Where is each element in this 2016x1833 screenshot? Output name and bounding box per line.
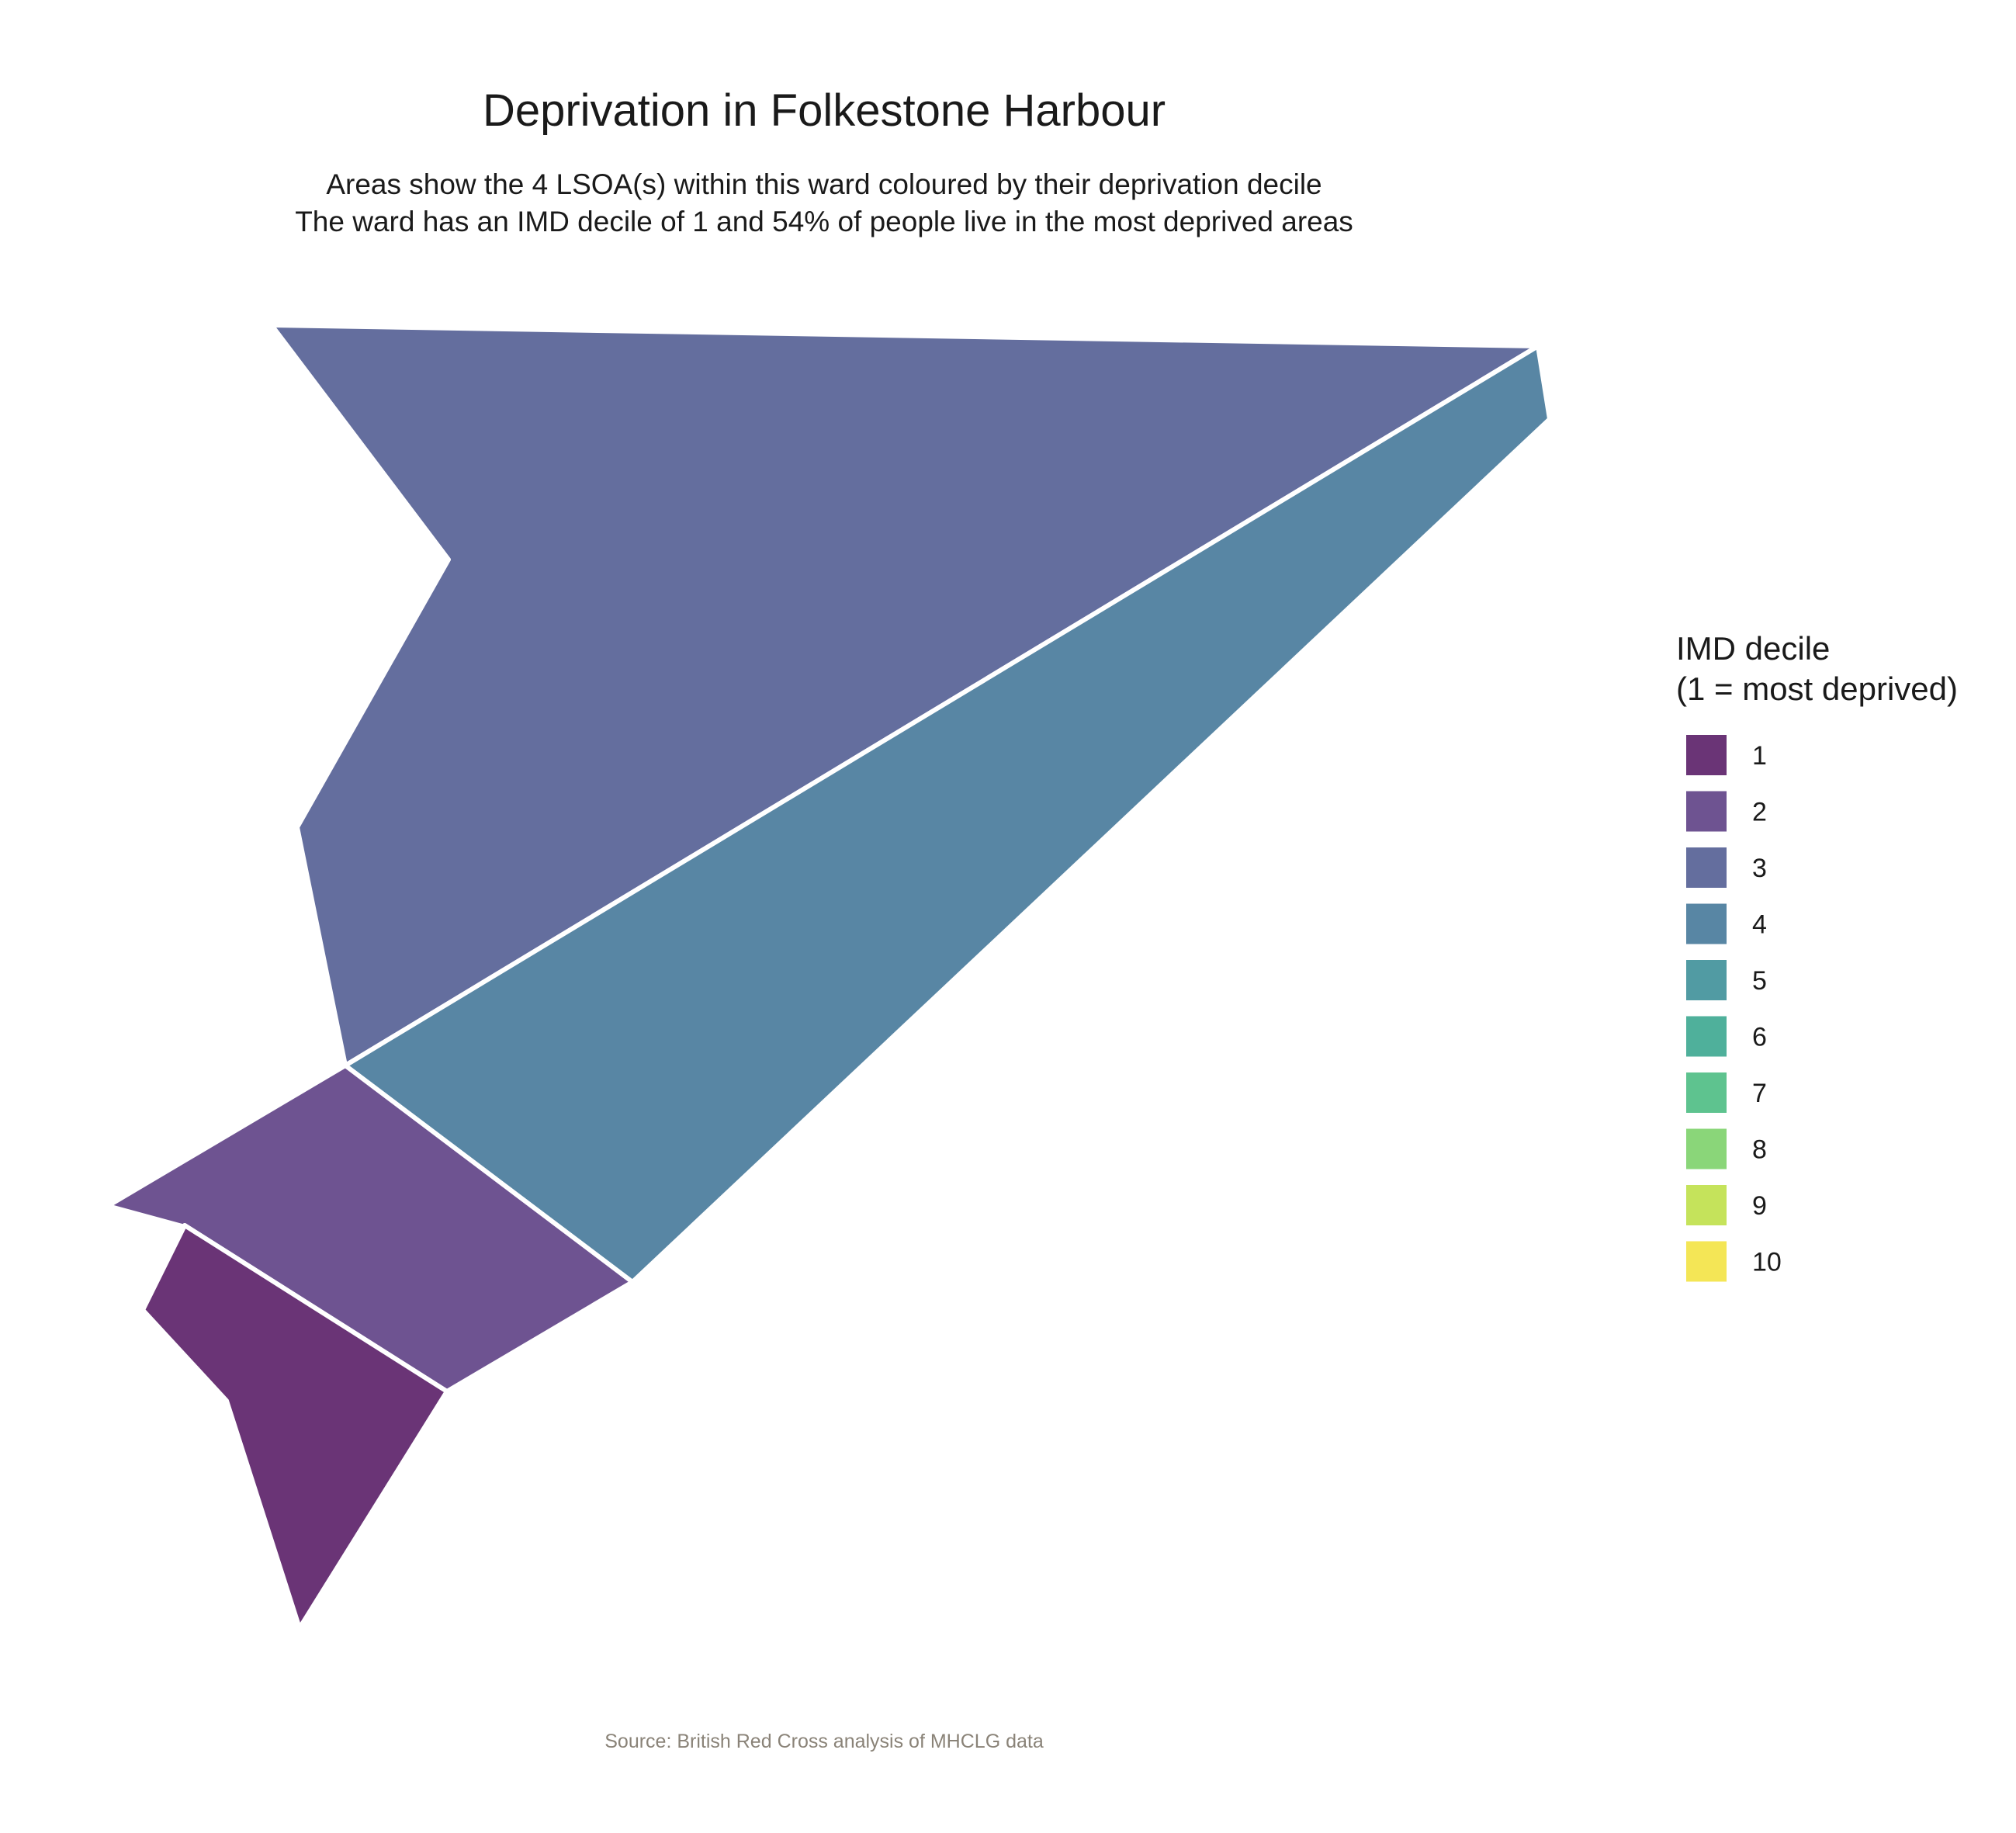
legend-swatch-5 [1686,960,1727,1000]
legend-swatch-9 [1686,1185,1727,1225]
legend-swatch-6 [1686,1016,1727,1057]
map-areas [106,323,1552,1630]
legend-swatch-10 [1686,1241,1727,1282]
legend-swatch-4 [1686,903,1727,944]
legend-title-line-2: (1 = most deprived) [1676,670,1958,707]
legend-swatch-8 [1686,1128,1727,1169]
legend-label-7: 7 [1752,1079,1767,1108]
legend-label-3: 3 [1752,854,1767,883]
map-subtitle-line-1: Areas show the 4 LSOA(s) within this war… [326,168,1321,200]
legend-label-10: 10 [1752,1248,1782,1277]
legend-label-8: 8 [1752,1135,1767,1165]
legend-label-9: 9 [1752,1191,1767,1221]
legend-label-2: 2 [1752,798,1767,827]
legend-label-5: 5 [1752,966,1767,996]
legend-swatch-1 [1686,735,1727,775]
legend-label-6: 6 [1752,1023,1767,1052]
legend: IMD decile (1 = most deprived) 1 2 3 4 5 6 7 8 9… [1676,630,1958,1282]
legend-label-4: 4 [1752,910,1767,940]
map-title: Deprivation in Folkestone Harbour [483,85,1166,136]
legend-swatch-2 [1686,791,1727,832]
lsoa-area-decile-1[interactable] [140,1223,449,1630]
lsoa-area-decile-3[interactable] [269,323,1540,1068]
legend-label-1: 1 [1752,741,1767,771]
map-caption: Source: British Red Cross analysis of MH… [604,1731,1044,1752]
legend-swatch-7 [1686,1072,1727,1113]
legend-swatch-3 [1686,847,1727,888]
legend-title-line-1: IMD decile [1676,630,1830,667]
legend-items: 1 2 3 4 5 6 7 8 9 10 [1686,735,1782,1282]
map-subtitle-line-2: The ward has an IMD decile of 1 and 54% … [295,206,1353,237]
